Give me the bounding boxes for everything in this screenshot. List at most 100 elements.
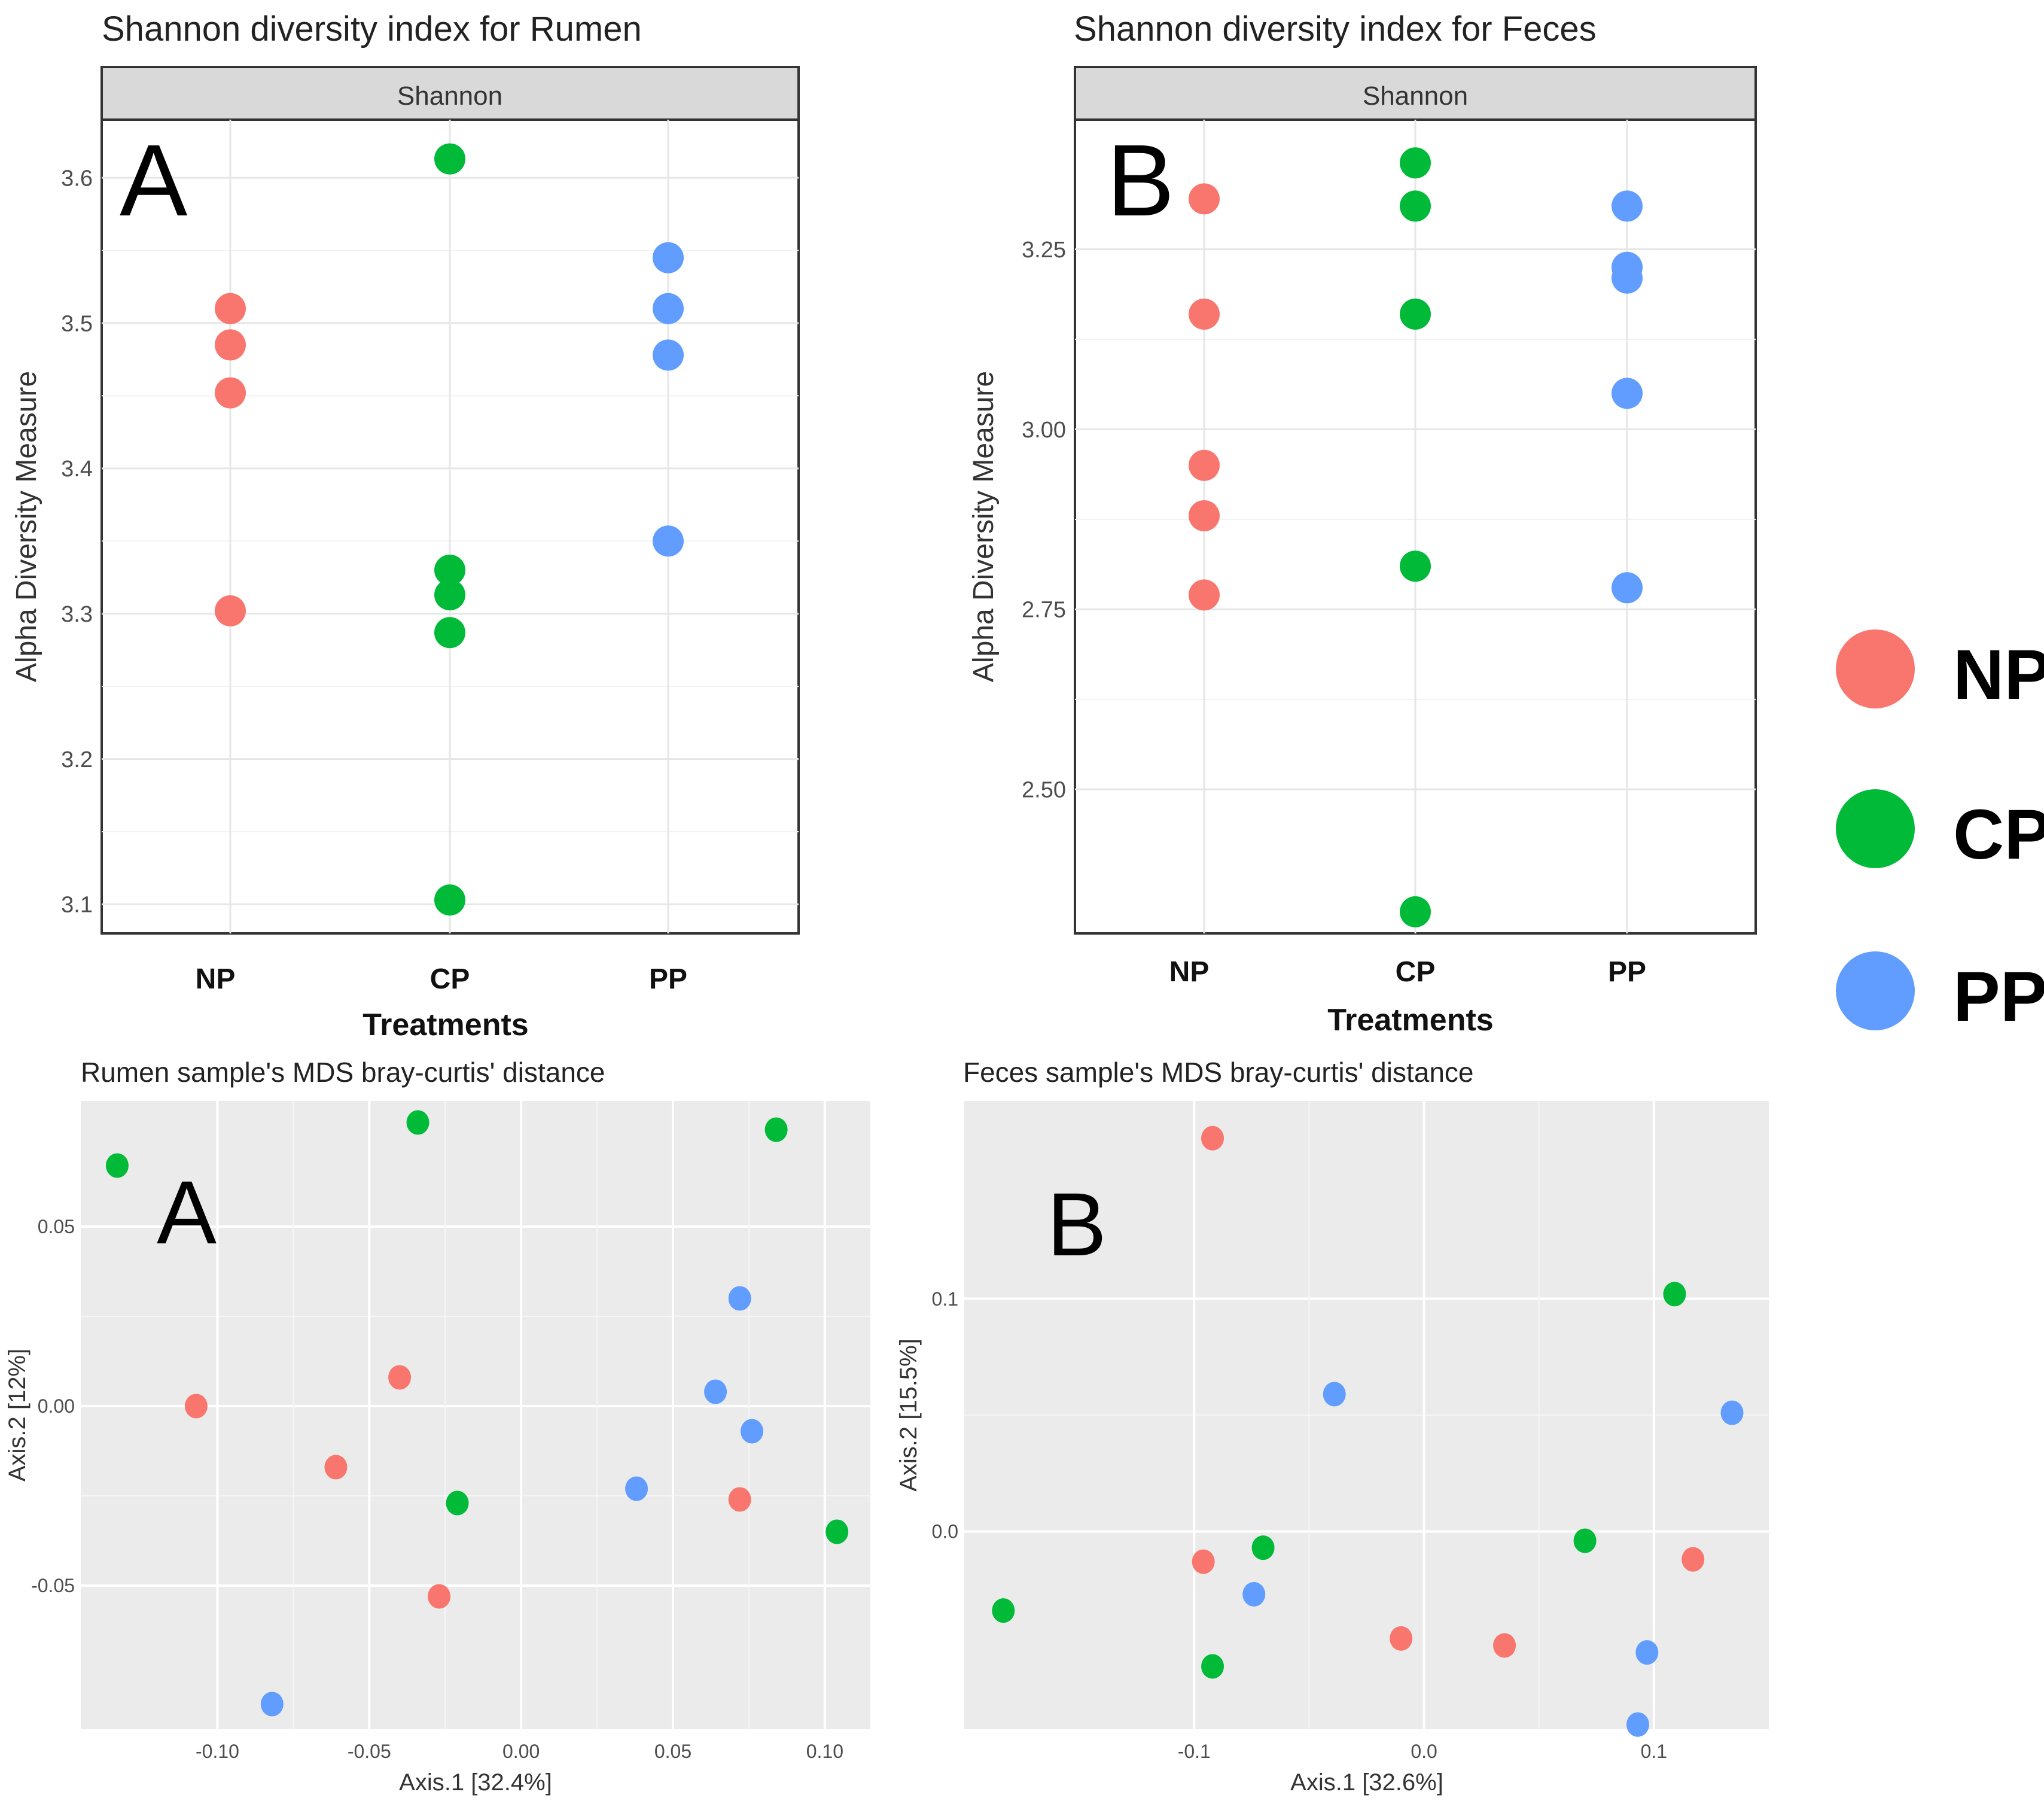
- data-point-cp: [992, 1598, 1015, 1623]
- data-point-pp: [653, 525, 684, 557]
- x-tick-label: 0.00: [502, 1741, 540, 1762]
- data-point-np: [1201, 1125, 1224, 1151]
- x-axis-label: Axis.1 [32.4%]: [399, 1769, 552, 1796]
- data-point-cp: [446, 1490, 469, 1516]
- data-point-pp: [1612, 378, 1643, 409]
- data-point-cp: [434, 617, 465, 649]
- x-tick-label: 0.05: [654, 1741, 692, 1762]
- x-tick-label: 0.10: [806, 1741, 843, 1762]
- data-point-cp: [105, 1153, 129, 1178]
- data-point-np: [184, 1394, 208, 1419]
- x-tick-label: PP: [649, 963, 687, 995]
- y-axis-label: Alpha Diversity Measure: [11, 371, 42, 682]
- strip-header: [1074, 66, 1757, 121]
- panel-letter: B: [1047, 1174, 1107, 1274]
- data-point-pp: [1612, 262, 1643, 294]
- data-point-np: [1189, 449, 1220, 481]
- chart-title: Rumen sample's MDS bray-curtis' distance: [81, 1057, 605, 1088]
- data-point-pp: [260, 1692, 284, 1717]
- feces-shannon-chart: Shannon diversity index for Feces Shanno…: [968, 10, 1757, 1038]
- data-point-cp: [1251, 1535, 1275, 1560]
- legend-cp-dot: [1836, 789, 1915, 868]
- data-point-np: [1189, 298, 1220, 330]
- data-point-cp: [1201, 1654, 1224, 1679]
- y-tick-label: 3.5: [61, 311, 93, 336]
- panel-letter: A: [120, 124, 188, 238]
- panel-letter: B: [1107, 124, 1174, 238]
- data-point-np: [728, 1487, 751, 1512]
- x-tick-label: CP: [1396, 956, 1436, 988]
- y-tick-label: 0.05: [38, 1216, 75, 1237]
- data-point-np: [215, 595, 246, 626]
- data-point-pp: [1242, 1581, 1266, 1607]
- y-axis-label: Axis.2 [15.5%]: [895, 1338, 922, 1492]
- x-axis-label: Treatments: [363, 1008, 528, 1042]
- y-tick-label: 2.75: [1022, 598, 1066, 623]
- y-tick-label: 3.6: [61, 166, 93, 191]
- data-point-np: [1390, 1626, 1413, 1651]
- data-point-np: [215, 329, 246, 361]
- y-tick-label: 3.25: [1022, 238, 1066, 263]
- data-point-cp: [1400, 147, 1431, 179]
- panel-letter: A: [157, 1162, 217, 1263]
- data-point-np: [428, 1584, 451, 1609]
- y-tick-label: 3.00: [1022, 418, 1066, 443]
- x-axis-label: Axis.1 [32.6%]: [1290, 1769, 1443, 1796]
- data-point-np: [1189, 500, 1220, 531]
- data-point-np: [215, 377, 246, 409]
- legend-cp-label: CP: [1953, 795, 2044, 874]
- data-point-np: [1493, 1633, 1516, 1658]
- strip-label: Shannon: [1363, 81, 1468, 111]
- y-axis-label: Axis.2 [12%]: [4, 1349, 31, 1482]
- data-point-pp: [653, 293, 684, 324]
- data-point-pp: [653, 339, 684, 371]
- y-tick-label: 3.1: [61, 893, 93, 918]
- data-point-cp: [406, 1110, 429, 1135]
- data-point-cp: [434, 579, 465, 611]
- data-point-np: [1681, 1547, 1705, 1572]
- data-point-np: [1189, 579, 1220, 611]
- data-point-pp: [1720, 1400, 1744, 1425]
- data-point-pp: [1635, 1640, 1659, 1665]
- y-tick-label: -0.05: [31, 1575, 75, 1596]
- x-tick-label: 0.1: [1641, 1741, 1667, 1762]
- data-point-pp: [625, 1476, 648, 1501]
- data-point-np: [1189, 183, 1220, 215]
- y-tick-label: 0.00: [38, 1395, 75, 1417]
- x-tick-label: -0.1: [1178, 1741, 1211, 1762]
- data-point-cp: [764, 1117, 788, 1142]
- y-tick-label: 0.0: [932, 1521, 958, 1543]
- legend-np-label: NP: [1953, 635, 2044, 714]
- x-tick-label: CP: [430, 963, 470, 995]
- data-point-pp: [741, 1419, 763, 1444]
- data-point-np: [1192, 1549, 1215, 1574]
- strip-header: [100, 66, 800, 121]
- data-point-pp: [1626, 1712, 1649, 1737]
- data-point-cp: [1573, 1528, 1597, 1553]
- x-tick-label: -0.10: [196, 1741, 239, 1762]
- data-point-cp: [1400, 896, 1431, 927]
- x-tick-label: PP: [1608, 956, 1646, 988]
- chart-title: Shannon diversity index for Feces: [1074, 10, 1597, 48]
- x-axis-label: Treatments: [1327, 1003, 1493, 1038]
- y-tick-label: 2.50: [1022, 778, 1066, 803]
- data-point-pp: [1323, 1382, 1346, 1407]
- y-tick-label: 3.2: [61, 747, 93, 772]
- y-tick-label: 3.3: [61, 602, 93, 627]
- data-point-cp: [1663, 1282, 1686, 1307]
- y-axis-label: Alpha Diversity Measure: [968, 371, 1000, 682]
- data-point-np: [215, 293, 246, 324]
- data-point-pp: [704, 1379, 727, 1404]
- y-tick-label: 0.1: [932, 1288, 958, 1310]
- data-point-cp: [825, 1519, 849, 1544]
- x-tick-label: NP: [196, 963, 236, 995]
- rumen-shannon-chart: Shannon diversity index for Rumen Shanno…: [11, 10, 800, 1042]
- data-point-pp: [653, 242, 684, 273]
- data-point-pp: [1612, 572, 1643, 604]
- feces-mds-chart: Feces sample's MDS bray-curtis' distance…: [895, 1057, 1769, 1796]
- x-tick-label: -0.05: [348, 1741, 391, 1762]
- y-tick-label: 3.4: [61, 457, 93, 482]
- data-point-np: [388, 1365, 412, 1390]
- data-point-pp: [1612, 190, 1643, 222]
- chart-title: Feces sample's MDS bray-curtis' distance: [963, 1057, 1474, 1088]
